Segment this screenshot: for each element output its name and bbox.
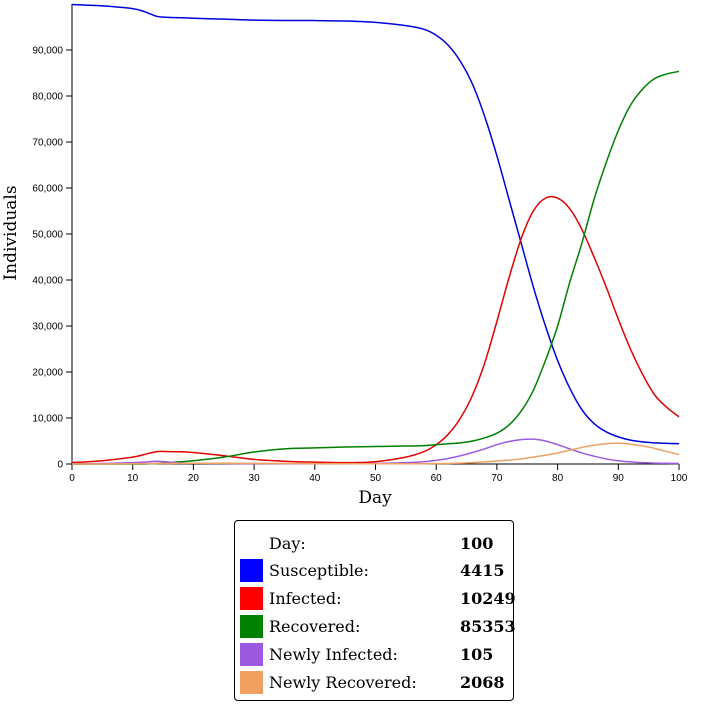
legend-swatch-newly-recovered <box>240 671 263 694</box>
legend-label-newly-recovered: Newly Recovered: <box>269 673 417 692</box>
y-tick-label: 90,000 <box>32 46 63 57</box>
series-line-infected <box>71 195 680 464</box>
legend-row-newly-recovered: Newly Recovered: 2068 <box>240 671 510 695</box>
x-tick-label: 30 <box>249 473 261 484</box>
y-axis-title: Individuals <box>1 185 21 280</box>
legend-value-newly-infected: 105 <box>460 645 494 664</box>
x-tick-label: 20 <box>188 473 200 484</box>
x-tick-label: 80 <box>552 473 564 484</box>
legend-swatch-susceptible <box>240 559 263 582</box>
legend-day-value: 100 <box>460 534 494 553</box>
legend-day-label: Day: <box>269 534 306 553</box>
legend-label-infected: Infected: <box>269 589 342 608</box>
y-tick-label: 80,000 <box>32 92 63 103</box>
legend-value-newly-recovered: 2068 <box>460 673 505 692</box>
legend-row-susceptible: Susceptible: 4415 <box>240 559 510 583</box>
legend-swatch-recovered <box>240 615 263 638</box>
series-layer <box>71 3 680 465</box>
legend-label-recovered: Recovered: <box>269 617 361 636</box>
legend-row-newly-infected: Newly Infected: 105 <box>240 643 510 667</box>
y-tick-label: 20,000 <box>32 368 63 379</box>
legend-row-infected: Infected: 10249 <box>240 587 516 611</box>
y-tick-label: 60,000 <box>32 184 63 195</box>
legend-row-recovered: Recovered: 85353 <box>240 615 516 639</box>
legend-row-day: Day: 100 <box>240 532 510 556</box>
x-tick-label: 50 <box>370 473 382 484</box>
legend-value-recovered: 85353 <box>460 617 516 636</box>
y-tick-label: 0 <box>57 460 63 471</box>
x-tick-label: 0 <box>69 473 75 484</box>
series-line-susceptible <box>71 3 680 445</box>
y-tick-label: 70,000 <box>32 138 63 149</box>
series-line-newly-recovered <box>71 442 680 465</box>
x-tick-label: 90 <box>613 473 625 484</box>
x-tick-label: 70 <box>491 473 503 484</box>
x-tick-label: 40 <box>309 473 321 484</box>
y-tick-label: 50,000 <box>32 230 63 241</box>
y-tick-label: 40,000 <box>32 276 63 287</box>
legend-swatch-infected <box>240 587 263 610</box>
legend-value-infected: 10249 <box>460 589 516 608</box>
y-tick-label: 30,000 <box>32 322 63 333</box>
legend-value-susceptible: 4415 <box>460 561 505 580</box>
sir-line-chart: 0 10 20 30 40 50 60 70 80 90 100 0 10,000 20,000 30,00… <box>1 3 688 508</box>
legend-swatch-newly-infected <box>240 643 263 666</box>
x-tick-label: 100 <box>671 473 688 484</box>
axes: 0 10 20 30 40 50 60 70 80 90 100 0 10,000 20,000 30,00… <box>32 4 688 484</box>
y-tick-label: 10,000 <box>32 414 63 425</box>
series-line-recovered <box>71 70 680 465</box>
x-axis-title: Day <box>358 488 392 508</box>
legend-label-newly-infected: Newly Infected: <box>269 645 398 664</box>
x-tick-label: 10 <box>127 473 139 484</box>
x-tick-label: 60 <box>431 473 443 484</box>
legend-box: Day: 100 Susceptible: 4415 Infected: 102… <box>234 520 516 701</box>
legend-label-susceptible: Susceptible: <box>269 561 369 580</box>
